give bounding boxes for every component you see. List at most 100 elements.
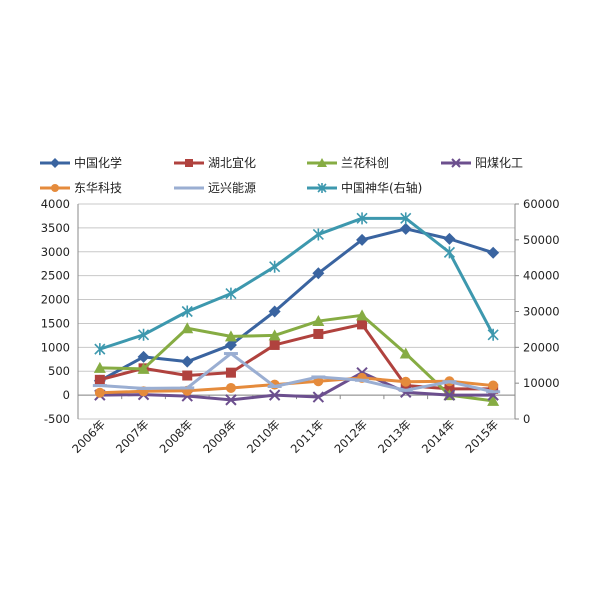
- legend-label: 湖北宜化: [208, 155, 256, 170]
- data-point: [137, 350, 150, 363]
- data-point: [225, 287, 237, 300]
- series-6: [92, 352, 501, 394]
- legend-item: 中国化学: [40, 155, 122, 170]
- data-point: [269, 339, 280, 350]
- data-point: [181, 355, 194, 368]
- legend-label: 东华科技: [74, 181, 122, 195]
- data-point: [268, 329, 281, 341]
- data-point: [312, 315, 325, 327]
- x-tick-label: 2013年: [375, 417, 414, 456]
- legend-item: 东华科技: [40, 181, 122, 195]
- data-point: [137, 362, 150, 374]
- data-point: [356, 309, 369, 321]
- data-point: [224, 338, 237, 351]
- data-point: [400, 212, 412, 225]
- series-line: [99, 216, 495, 351]
- series-7: [94, 212, 499, 356]
- data-point: [399, 222, 412, 235]
- data-point: [268, 305, 281, 318]
- y-tick-label: 2500: [41, 269, 70, 283]
- legend-label: 远兴能源: [208, 181, 256, 195]
- legend-label: 兰花科创: [341, 155, 389, 170]
- y2-tick-label: 10000: [523, 376, 560, 390]
- x-tick-label: 2009年: [200, 417, 239, 456]
- y2-tick-label: 0: [523, 412, 530, 426]
- x-tick-label: 2014年: [419, 417, 458, 456]
- data-point: [312, 267, 325, 280]
- data-point: [444, 383, 455, 394]
- data-point: [182, 370, 193, 381]
- y-tick-label: 4000: [41, 197, 70, 211]
- y2-tick-label: 50000: [523, 233, 560, 247]
- legend-label: 中国化学: [74, 155, 122, 170]
- legend-label: 阳煤化工: [475, 156, 523, 170]
- data-point: [225, 382, 236, 393]
- legend-item: 湖北宜化: [174, 155, 256, 170]
- y2-tick-label: 40000: [523, 269, 560, 283]
- data-point: [181, 322, 194, 334]
- x-tick-label: 2007年: [113, 417, 152, 456]
- y-tick-label: -500: [44, 412, 70, 426]
- y2-tick-label: 60000: [523, 197, 560, 211]
- data-point: [356, 233, 369, 246]
- data-point: [443, 389, 456, 401]
- series-4: [94, 366, 499, 406]
- data-point: [225, 394, 237, 406]
- legend-item: 远兴能源: [174, 181, 256, 195]
- x-tick-label: 2012年: [331, 417, 370, 456]
- y-tick-label: 1000: [41, 340, 70, 354]
- data-point: [312, 391, 325, 403]
- x-tick-label: 2011年: [288, 417, 327, 456]
- series-line: [99, 352, 494, 394]
- data-point: [487, 328, 499, 341]
- legend-item: 中国神华(右轴): [307, 180, 422, 195]
- series-2: [94, 319, 499, 394]
- data-point: [269, 260, 281, 273]
- legend-marker: [451, 158, 461, 168]
- x-tick-label: 2006年: [69, 417, 108, 456]
- legend-marker: [50, 158, 60, 168]
- x-tick-label: 2015年: [463, 417, 502, 456]
- data-point: [487, 394, 500, 406]
- y-tick-label: 2000: [41, 293, 70, 307]
- legend-marker: [185, 159, 193, 167]
- series-line: [99, 313, 494, 403]
- y2-tick-label: 30000: [523, 305, 560, 319]
- legend-marker: [317, 158, 327, 167]
- series-layer: [92, 212, 501, 406]
- data-point: [225, 367, 236, 378]
- y-tick-label: 3000: [41, 245, 70, 259]
- y-tick-label: 1500: [41, 316, 70, 330]
- data-point: [94, 374, 105, 385]
- data-point: [94, 387, 105, 398]
- data-point: [137, 328, 150, 341]
- y-tick-label: 0: [63, 388, 70, 402]
- y2-tick-label: 20000: [523, 340, 560, 354]
- y-tick-label: 3500: [41, 221, 70, 235]
- x-tick-label: 2008年: [157, 417, 196, 456]
- x-tick-label: 2010年: [244, 417, 283, 456]
- data-point: [487, 246, 500, 259]
- data-point: [356, 212, 368, 225]
- series-line: [99, 371, 494, 402]
- data-point: [399, 347, 412, 359]
- data-point: [400, 376, 411, 387]
- data-point: [443, 246, 456, 259]
- data-point: [268, 389, 281, 401]
- series-1: [93, 222, 500, 387]
- data-point: [181, 305, 193, 318]
- legend-item: 阳煤化工: [441, 156, 523, 170]
- data-point: [313, 328, 324, 339]
- data-point: [93, 361, 106, 373]
- data-point: [357, 319, 368, 330]
- y-tick-label: 500: [48, 364, 70, 378]
- data-point: [94, 343, 106, 356]
- legend-label: 中国神华(右轴): [341, 180, 422, 195]
- legend-marker: [317, 183, 327, 193]
- data-point: [488, 380, 499, 391]
- data-point: [443, 232, 456, 245]
- legend-marker: [51, 184, 59, 192]
- legend-item: 兰花科创: [307, 155, 389, 170]
